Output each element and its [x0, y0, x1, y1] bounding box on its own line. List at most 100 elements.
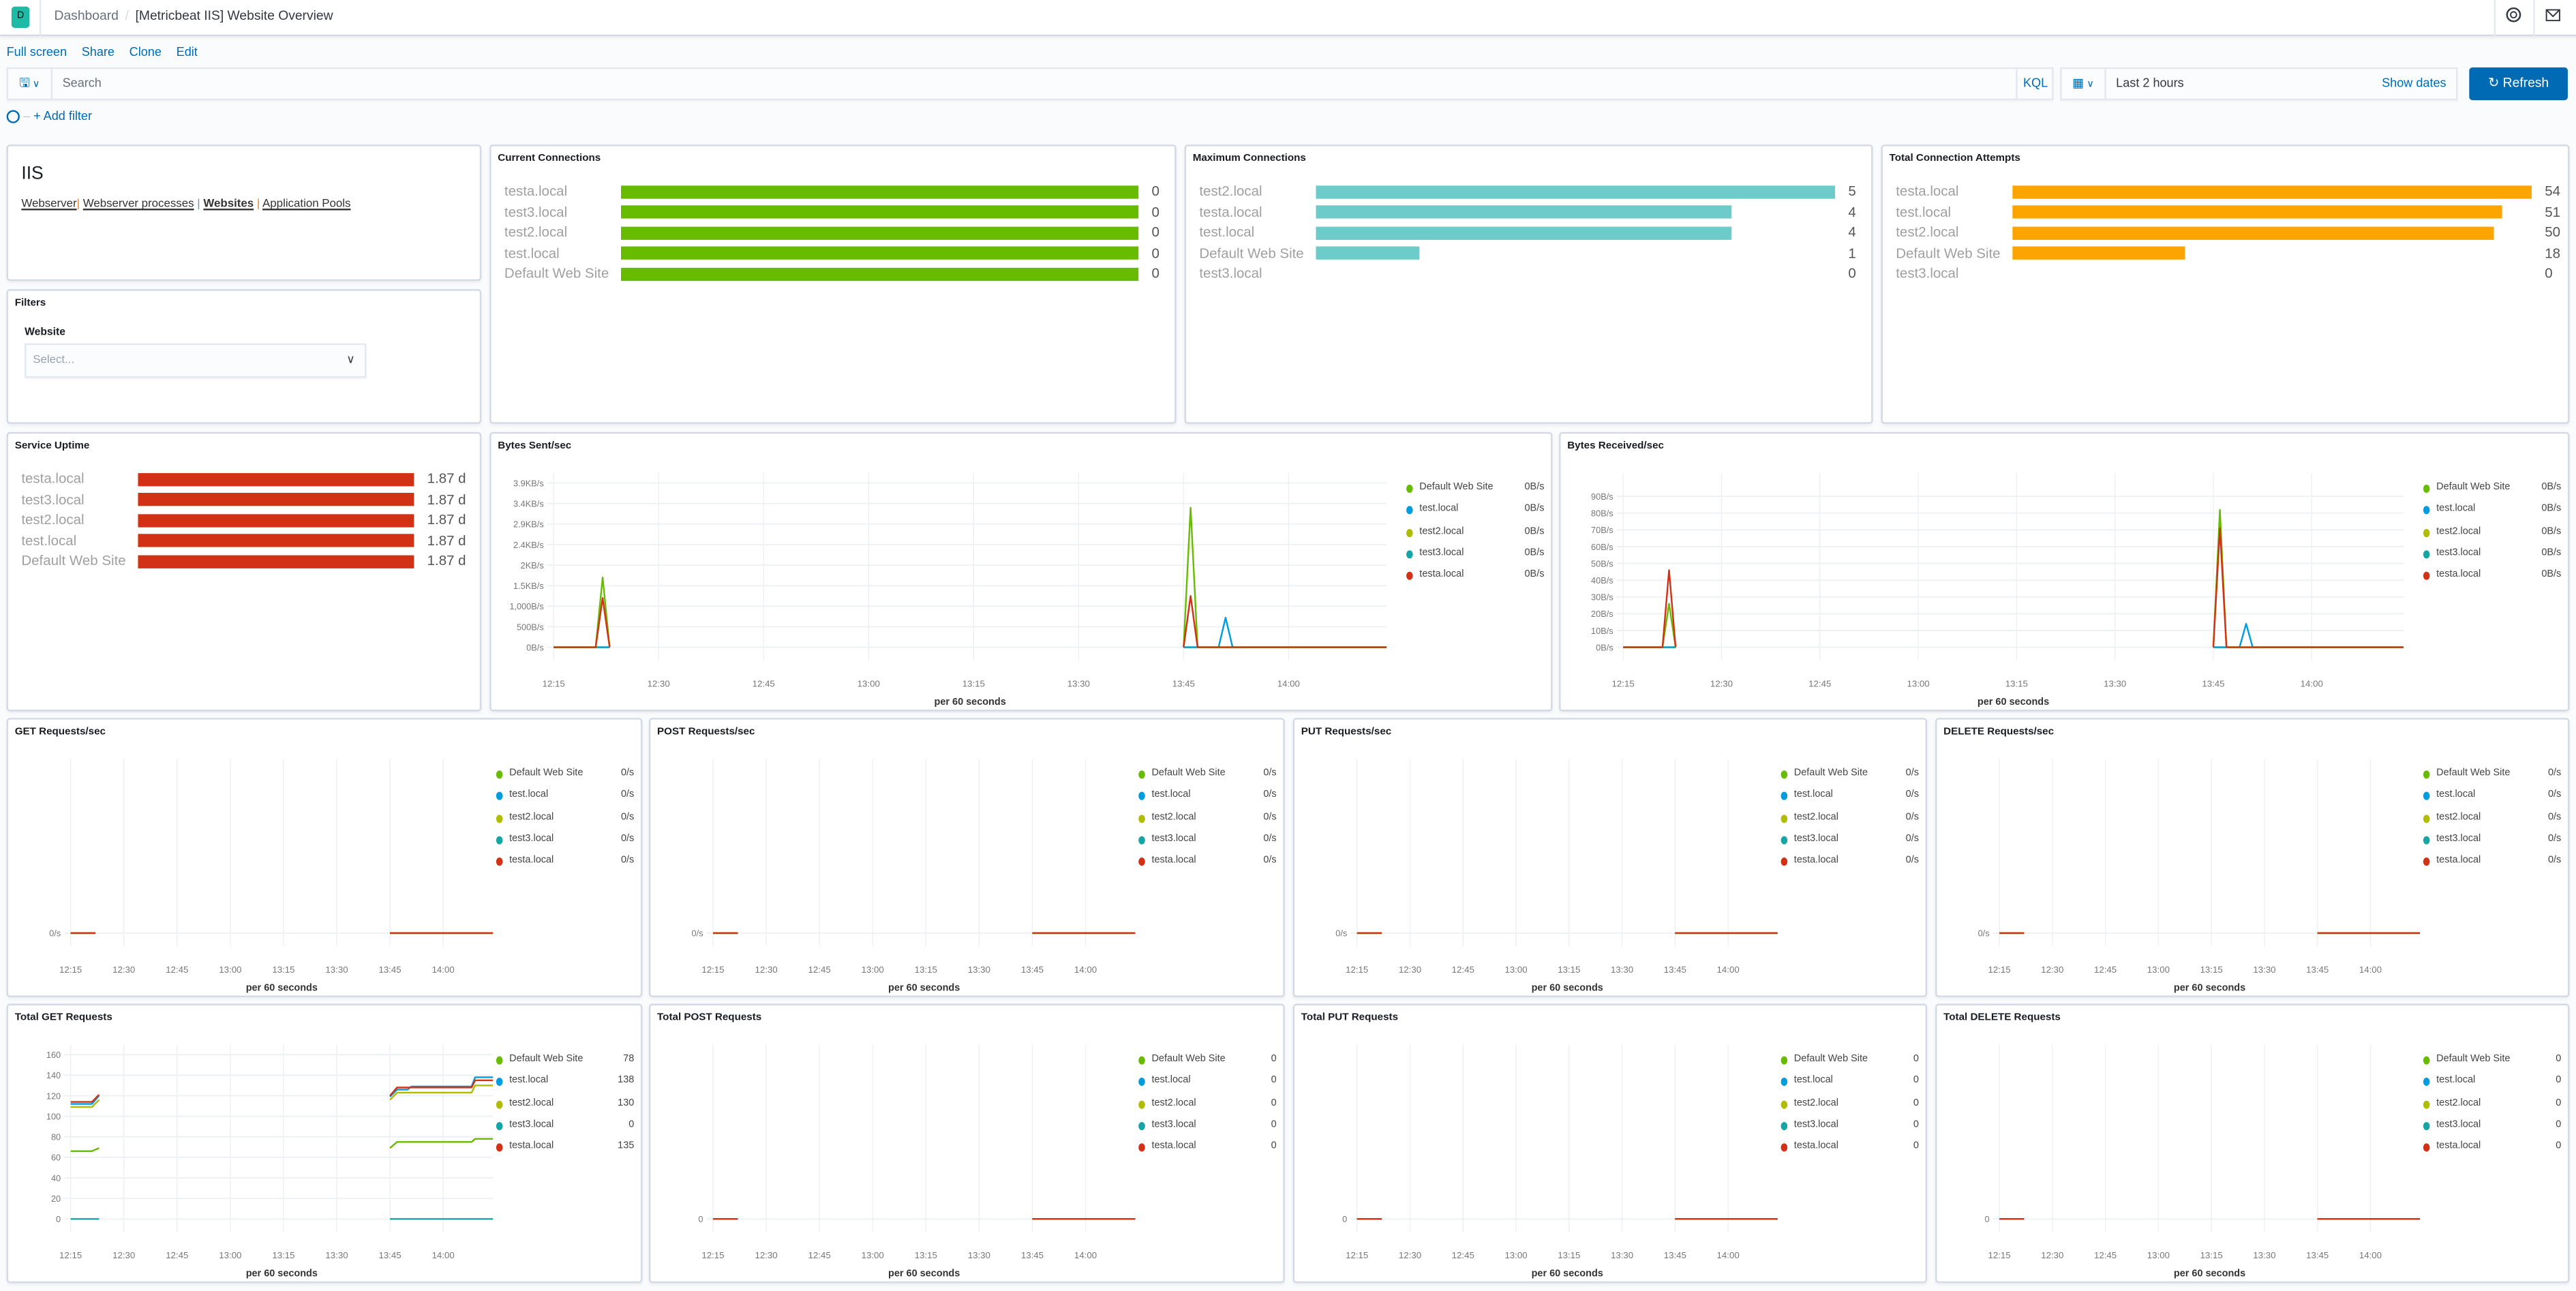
- legend-item[interactable]: test3.local 0/s: [1138, 834, 1277, 856]
- legend-item[interactable]: test2.local 0/s: [1781, 812, 1919, 834]
- legend-item[interactable]: testa.local 0B/s: [1406, 571, 1544, 592]
- application-pools-link[interactable]: Application Pools: [262, 198, 351, 211]
- refresh-button[interactable]: ↻ Refresh: [2469, 67, 2568, 101]
- hbar-bar: [138, 534, 414, 547]
- legend-item[interactable]: test.local 138: [496, 1076, 634, 1098]
- legend-dot-icon: [1781, 770, 1788, 779]
- legend-item[interactable]: test.local 0/s: [1138, 791, 1277, 812]
- legend-value: 0: [2556, 1120, 2562, 1130]
- website-select[interactable]: Select... ∨: [25, 343, 367, 378]
- saved-query-button[interactable]: 🖫 ∨: [8, 69, 53, 99]
- series-line: [1183, 595, 1387, 648]
- breadcrumb-dashboard[interactable]: Dashboard: [54, 8, 119, 23]
- legend-item[interactable]: testa.local 0/s: [496, 856, 634, 878]
- hbar-value: 1: [1848, 243, 1856, 260]
- divider: [39, 0, 42, 37]
- y-tick-label: 90B/s: [1591, 491, 1613, 502]
- iis-navigation-panel: IIS Webserver| Webserver processes | Web…: [6, 145, 482, 282]
- legend-item[interactable]: testa.local 0: [1138, 1142, 1277, 1164]
- mail-icon[interactable]: [2543, 7, 2563, 27]
- legend-item[interactable]: test.local 0/s: [1781, 791, 1919, 812]
- legend-item[interactable]: testa.local 0: [2423, 1142, 2561, 1164]
- hbar-panel: Service Uptime testa.local 1.87 d test3.loc…: [6, 431, 482, 712]
- filter-menu-icon[interactable]: [6, 110, 20, 123]
- legend-item[interactable]: test.local 0: [1138, 1076, 1277, 1098]
- legend-item[interactable]: test.local 0: [1781, 1076, 1919, 1098]
- legend-item[interactable]: test2.local 0/s: [496, 812, 634, 834]
- legend-item[interactable]: test2.local 0: [1138, 1098, 1277, 1120]
- legend-item[interactable]: Default Web Site 0: [1781, 1054, 1919, 1076]
- legend-value: 0/s: [1263, 834, 1277, 845]
- legend-item[interactable]: testa.local 0/s: [1781, 856, 1919, 878]
- legend-item[interactable]: testa.local 0B/s: [2423, 571, 2561, 592]
- legend-item[interactable]: test.local 0/s: [2423, 791, 2561, 812]
- legend-item[interactable]: Default Web Site 0/s: [1138, 769, 1277, 791]
- legend-item[interactable]: test.local 0B/s: [2423, 505, 2561, 527]
- legend-item[interactable]: test2.local 0/s: [1138, 812, 1277, 834]
- date-picker: ▦ ∨ Last 2 hours Show dates: [2060, 67, 2458, 101]
- time-range[interactable]: Last 2 hours: [2116, 75, 2184, 91]
- legend-item[interactable]: test2.local 0: [1781, 1098, 1919, 1120]
- legend-item[interactable]: test3.local 0: [1781, 1120, 1919, 1142]
- show-dates-button[interactable]: Show dates: [2382, 75, 2446, 91]
- top-header: D Dashboard / [Metricbeat IIS] Website Ove…: [0, 0, 2576, 37]
- legend-item[interactable]: test3.local 0/s: [2423, 834, 2561, 856]
- legend-item[interactable]: Default Web Site 0B/s: [2423, 483, 2561, 505]
- add-filter-button[interactable]: + Add filter: [33, 108, 93, 123]
- kql-toggle[interactable]: KQL: [2016, 69, 2053, 99]
- legend-item[interactable]: test2.local 130: [496, 1098, 634, 1120]
- legend-item[interactable]: test3.local 0B/s: [2423, 549, 2561, 571]
- legend-item[interactable]: Default Web Site 0: [2423, 1054, 2561, 1076]
- share-link[interactable]: Share: [81, 44, 115, 59]
- legend-item[interactable]: Default Web Site 0/s: [1781, 769, 1919, 791]
- x-tick-label: 13:45: [1021, 1250, 1044, 1260]
- space-avatar[interactable]: D: [11, 6, 30, 28]
- x-axis-title: per 60 seconds: [246, 1269, 318, 1279]
- legend-item[interactable]: testa.local 0/s: [2423, 856, 2561, 878]
- legend-item[interactable]: test3.local 0: [1138, 1120, 1277, 1142]
- legend-item[interactable]: test3.local 0B/s: [1406, 549, 1544, 571]
- line-chart-panel: Total GET Requests 12:15 12:30 12:45 13:00 13…: [6, 1003, 643, 1284]
- legend-item[interactable]: test.local 0B/s: [1406, 505, 1544, 527]
- hbar-bar: [621, 267, 1139, 280]
- legend-item[interactable]: Default Web Site 0B/s: [1406, 483, 1544, 505]
- x-tick-label: 13:30: [1067, 678, 1090, 688]
- x-tick-label: 14:00: [2359, 1250, 2382, 1260]
- clone-link[interactable]: Clone: [129, 44, 162, 59]
- legend-item[interactable]: Default Web Site 78: [496, 1054, 634, 1076]
- hbar-label: Default Web Site: [21, 551, 126, 568]
- legend-item[interactable]: test2.local 0: [2423, 1098, 2561, 1120]
- legend-item[interactable]: Default Web Site 0/s: [2423, 769, 2561, 791]
- legend-value: 0/s: [1905, 856, 1919, 866]
- legend-item[interactable]: test2.local 0B/s: [1406, 527, 1544, 549]
- legend-item[interactable]: test3.local 0: [2423, 1120, 2561, 1142]
- websites-link[interactable]: Websites: [203, 198, 254, 211]
- quick-menu-button[interactable]: ▦ ∨: [2062, 69, 2106, 99]
- legend-item[interactable]: test2.local 0/s: [2423, 812, 2561, 834]
- legend-item[interactable]: Default Web Site 0/s: [496, 769, 634, 791]
- legend-name: Default Web Site: [509, 1054, 584, 1065]
- legend-item[interactable]: test3.local 0/s: [1781, 834, 1919, 856]
- help-icon[interactable]: [2504, 7, 2524, 27]
- search-input[interactable]: Search: [62, 75, 102, 91]
- full-screen-link[interactable]: Full screen: [6, 44, 67, 59]
- legend-item[interactable]: testa.local 0: [1781, 1142, 1919, 1164]
- legend-item[interactable]: testa.local 0/s: [1138, 856, 1277, 878]
- legend-item[interactable]: Default Web Site 0: [1138, 1054, 1277, 1076]
- legend-item[interactable]: test2.local 0B/s: [2423, 527, 2561, 549]
- legend-item[interactable]: test.local 0/s: [496, 791, 634, 812]
- legend-item[interactable]: test3.local 0: [496, 1120, 634, 1142]
- legend-dot-icon: [496, 1099, 503, 1108]
- legend-dot-icon: [1781, 814, 1788, 823]
- hbar-bar: [2012, 205, 2503, 219]
- legend-dot-icon: [1138, 1121, 1145, 1130]
- legend-value: 135: [618, 1142, 635, 1152]
- webserver-link[interactable]: Webserver: [21, 198, 77, 211]
- hbar-label: test2.local: [504, 223, 568, 240]
- x-tick-label: 12:15: [701, 1250, 724, 1260]
- webserver-processes-link[interactable]: Webserver processes: [82, 198, 194, 211]
- edit-link[interactable]: Edit: [176, 44, 198, 59]
- legend-item[interactable]: testa.local 135: [496, 1142, 634, 1164]
- legend-item[interactable]: test.local 0: [2423, 1076, 2561, 1098]
- legend-item[interactable]: test3.local 0/s: [496, 834, 634, 856]
